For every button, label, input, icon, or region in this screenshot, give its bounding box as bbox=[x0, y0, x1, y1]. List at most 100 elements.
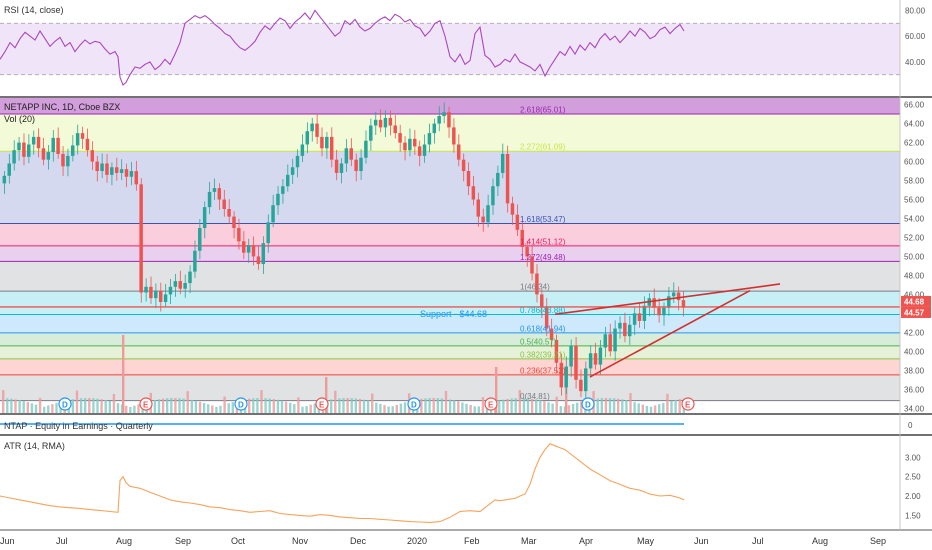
volume-bar bbox=[649, 406, 653, 413]
x-tick-label[interactable]: Jun bbox=[0, 536, 15, 546]
x-tick-label[interactable]: Jun bbox=[694, 536, 709, 546]
volume-bar bbox=[2, 390, 5, 413]
candle-body bbox=[486, 205, 490, 223]
x-tick-label[interactable]: Feb bbox=[464, 536, 480, 546]
dividend-marker[interactable] bbox=[234, 397, 248, 411]
volume-bar bbox=[383, 405, 386, 413]
dividend-marker[interactable] bbox=[407, 397, 421, 411]
candle-body bbox=[544, 307, 549, 329]
fib-band bbox=[0, 374, 900, 401]
volume-bar bbox=[457, 401, 460, 413]
volume-bar bbox=[387, 406, 390, 413]
earnings-marker[interactable] bbox=[315, 397, 329, 411]
wedge-upper-trendline[interactable] bbox=[554, 283, 781, 316]
candle-body bbox=[627, 324, 632, 337]
candle-body bbox=[75, 133, 80, 146]
volume-bar bbox=[608, 398, 612, 413]
x-tick-label[interactable]: Jul bbox=[56, 536, 68, 546]
x-tick-label[interactable]: Oct bbox=[231, 536, 246, 546]
fib-level-label: 1.272(49.48) bbox=[520, 253, 566, 262]
candle-body bbox=[158, 290, 163, 302]
volume-bar bbox=[465, 403, 468, 413]
candle-body bbox=[408, 138, 412, 151]
volume-bar bbox=[473, 406, 476, 413]
wedge-lower-trendline[interactable] bbox=[589, 289, 751, 378]
earnings-marker[interactable] bbox=[484, 397, 498, 411]
rsi-y-axis: 80.00 60.00 40.00 bbox=[905, 6, 926, 66]
dividend-marker[interactable] bbox=[58, 397, 72, 411]
candle-body bbox=[90, 150, 95, 162]
volume-bar bbox=[600, 398, 603, 413]
price-pane[interactable]: 2.618(65.01) 2.272(61.09) 1.618(53.47) 1.41… bbox=[0, 98, 931, 413]
x-tick-label[interactable]: Sep bbox=[175, 536, 191, 546]
volume-bar bbox=[481, 397, 485, 413]
earnings-marker[interactable] bbox=[139, 397, 153, 411]
candle-body bbox=[535, 273, 539, 295]
candle-body bbox=[61, 153, 65, 167]
volume-bar bbox=[565, 383, 568, 413]
volume-bar bbox=[227, 403, 230, 413]
volume-bar bbox=[248, 398, 251, 413]
candle-body bbox=[354, 159, 358, 172]
volume-bar bbox=[22, 401, 25, 413]
rsi-tick-label: 60.00 bbox=[905, 32, 926, 41]
price-badge bbox=[901, 295, 931, 307]
x-tick-label[interactable]: Dec bbox=[350, 536, 367, 546]
volume-bar bbox=[637, 403, 640, 413]
candle-body bbox=[588, 353, 593, 369]
fib-band bbox=[0, 358, 900, 375]
x-tick-label[interactable]: May bbox=[637, 536, 655, 546]
x-axis[interactable]: Jun Jul Aug Sep Oct Nov Dec 2020 Feb Mar Apr May Jun… bbox=[0, 536, 886, 546]
volume-bar bbox=[47, 405, 50, 413]
volume-bar bbox=[399, 403, 403, 413]
volume-bar bbox=[215, 406, 218, 413]
candle-body bbox=[569, 345, 573, 367]
volume-bar bbox=[674, 399, 677, 413]
x-tick-label[interactable]: Aug bbox=[116, 536, 132, 546]
candle-body bbox=[496, 172, 500, 187]
fib-level-label: 0.5(40.57) bbox=[520, 337, 557, 346]
volume-bar bbox=[670, 400, 673, 413]
candle-body bbox=[681, 300, 686, 308]
x-tick-label[interactable]: Apr bbox=[579, 536, 593, 546]
x-tick-label[interactable]: Aug bbox=[812, 536, 828, 546]
x-tick-label[interactable]: Sep bbox=[870, 536, 886, 546]
volume-bar bbox=[190, 399, 193, 413]
dividend-marker[interactable] bbox=[581, 397, 595, 411]
price-tick-label: 38.00 bbox=[904, 366, 925, 375]
volume-bar bbox=[354, 398, 357, 413]
price-tick-label: 40.00 bbox=[904, 347, 925, 356]
candle-body bbox=[124, 169, 129, 177]
volume-bar bbox=[571, 403, 575, 413]
candle-body bbox=[593, 353, 598, 365]
x-tick-label[interactable]: Jul bbox=[752, 536, 764, 546]
earnings-marker[interactable] bbox=[681, 397, 695, 411]
candle-body bbox=[168, 286, 173, 295]
price-tick-label: 56.00 bbox=[904, 196, 925, 205]
earnings-title: NTAP · Equity in Earnings · Quarterly bbox=[4, 421, 153, 431]
candle-body bbox=[56, 137, 60, 154]
volume-bar bbox=[88, 398, 91, 413]
event-marker-label: E bbox=[488, 401, 494, 410]
candle-body bbox=[642, 305, 647, 321]
volume-bar bbox=[211, 405, 214, 413]
volume-bar bbox=[256, 398, 259, 413]
x-tick-label[interactable]: Mar bbox=[521, 536, 537, 546]
candle-body bbox=[432, 123, 437, 134]
candle-body bbox=[637, 313, 642, 321]
atr-tick-label: 3.00 bbox=[905, 453, 921, 462]
fib-band bbox=[0, 151, 900, 224]
volume-bar bbox=[641, 404, 644, 413]
candle-body bbox=[466, 171, 471, 187]
candle-body bbox=[212, 188, 217, 192]
candle-body bbox=[242, 241, 246, 253]
candle-body bbox=[66, 155, 70, 167]
rsi-pane: RSI (14, close) 80.00 60.00 40.00 bbox=[0, 5, 926, 86]
volume-bar bbox=[395, 404, 398, 413]
volume-bar bbox=[495, 367, 498, 413]
x-tick-label[interactable]: Nov bbox=[292, 536, 309, 546]
volume-bar bbox=[375, 402, 378, 413]
x-tick-label[interactable]: 2020 bbox=[407, 536, 427, 546]
